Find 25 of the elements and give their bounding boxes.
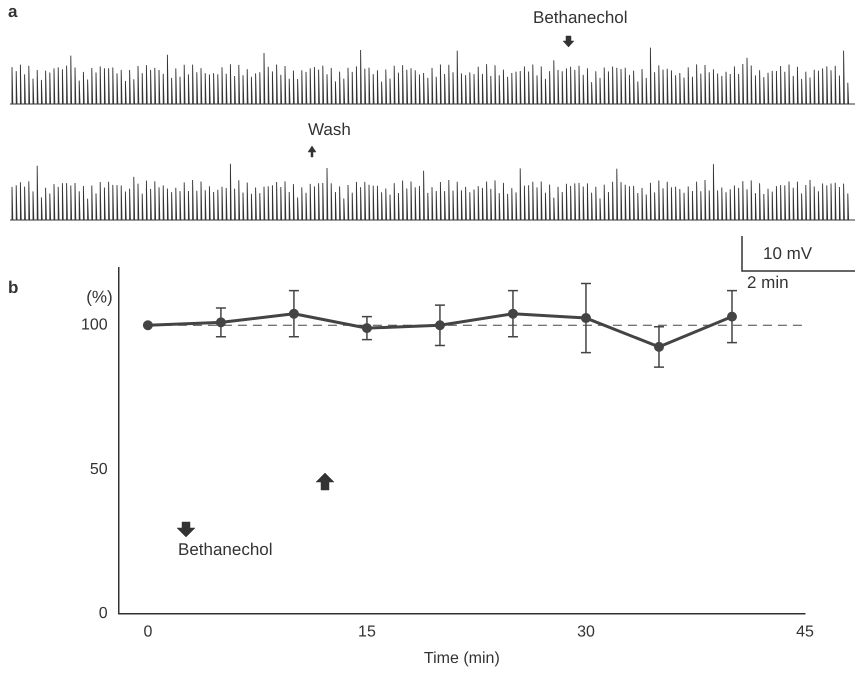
point [362,323,372,334]
point [508,308,518,319]
x-axis-title: Time (min) [424,650,500,667]
text: a [8,2,18,22]
x-tick-label: 30 [577,624,595,641]
x-tick-label: 45 [796,624,814,641]
y-tick-label: 100 [80,316,108,334]
y-tick-label: 50 [90,460,108,478]
annotation: 2 min [747,273,789,293]
y-axis-title: (%) [86,287,113,306]
x-tick-label: 0 [143,624,152,641]
text: Wash [308,120,351,140]
text: 10 mV [763,244,812,264]
point [216,317,226,328]
x-tick-label: 15 [358,624,376,641]
point [726,312,737,322]
point [288,308,299,319]
text: Bethanechol [533,8,628,28]
point [434,320,445,330]
annotation: Bethanechol [178,540,273,560]
y-tick-label: 0 [98,605,108,622]
point [654,342,664,352]
point [142,320,153,330]
text: b [8,278,18,298]
point [580,313,591,324]
